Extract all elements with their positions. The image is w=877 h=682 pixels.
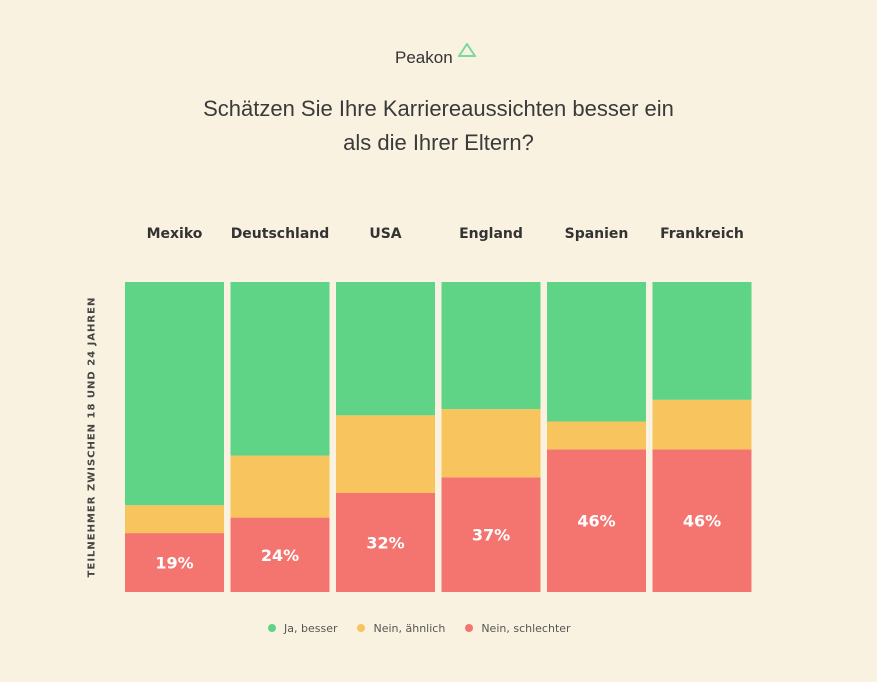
- category-label: USA: [369, 226, 402, 242]
- bar-segment: [125, 533, 224, 592]
- bar-segment: [547, 282, 646, 422]
- peakon-logo: Peakon: [395, 43, 476, 68]
- category-label: Frankreich: [660, 226, 744, 242]
- data-label: 24%: [261, 546, 299, 565]
- bar-segment: [230, 282, 330, 456]
- bar-segment: [547, 421, 646, 450]
- chart-title: Schätzen Sie Ihre Karriereaussichten bes…: [0, 92, 877, 160]
- bar-segment: [230, 517, 330, 592]
- category-label: Spanien: [564, 226, 629, 242]
- category-label: England: [459, 226, 523, 242]
- title-line-1: Schätzen Sie Ihre Karriereaussichten bes…: [203, 96, 674, 121]
- peak-triangle-icon: [458, 43, 476, 57]
- bar-segment: [547, 449, 646, 592]
- bar-segment: [336, 492, 435, 592]
- legend-item-besser: Ja, besser: [268, 622, 337, 635]
- bar-segment: [336, 282, 435, 416]
- y-axis-label: TEILNEHMER ZWISCHEN 18 UND 24 JAHREN: [86, 296, 98, 578]
- bar-segment: [230, 455, 330, 518]
- logo-text: Peakon: [395, 48, 453, 67]
- data-label: 32%: [366, 533, 404, 552]
- legend-item-schlechter: Nein, schlechter: [465, 622, 571, 635]
- title-line-2: als die Ihrer Eltern?: [343, 130, 534, 155]
- bar-segment: [125, 282, 224, 506]
- data-label: 46%: [577, 512, 615, 531]
- bar-segment: [441, 409, 541, 478]
- category-label: Mexiko: [146, 226, 203, 242]
- data-label: 37%: [472, 526, 510, 545]
- bar-segment: [336, 415, 435, 493]
- legend-item-aehnlich: Nein, ähnlich: [357, 622, 445, 635]
- legend-dot: [465, 624, 474, 632]
- legend-label: Nein, ähnlich: [373, 622, 446, 635]
- legend-dot: [357, 624, 366, 632]
- legend: Ja, besser Nein, ähnlich Nein, schlechte…: [268, 622, 571, 635]
- legend-label: Nein, schlechter: [481, 622, 571, 635]
- category-label: Deutschland: [230, 226, 330, 242]
- data-label: 46%: [683, 512, 721, 531]
- bar-segment: [125, 505, 224, 534]
- bar-segment: [441, 477, 541, 592]
- bar-segment: [441, 282, 541, 410]
- legend-label: Ja, besser: [284, 622, 338, 635]
- bar-segment: [652, 282, 752, 400]
- legend-dot: [268, 624, 276, 632]
- data-label: 19%: [155, 554, 193, 573]
- bar-segment: [652, 399, 752, 450]
- bar-segment: [652, 449, 752, 592]
